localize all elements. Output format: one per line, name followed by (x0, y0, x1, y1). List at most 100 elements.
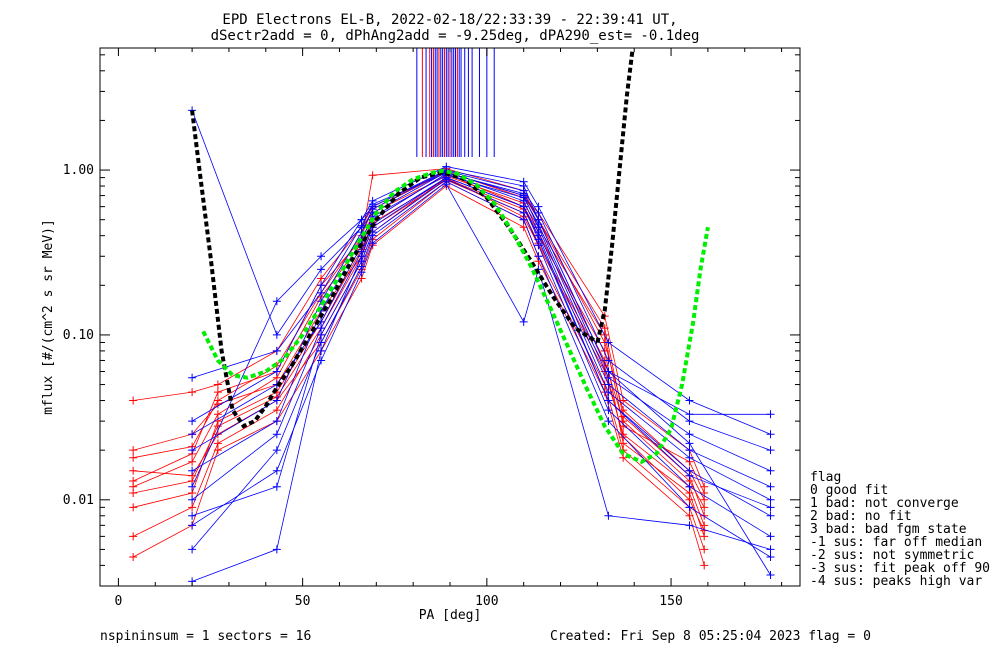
spectrum-line-red (133, 177, 705, 537)
legend-item: -4 sus: peaks high var (810, 574, 982, 589)
data-point-red (129, 552, 138, 561)
data-point-blue (685, 396, 694, 405)
data-point-red (213, 410, 222, 419)
legend-item: 2 bad: no fit (810, 509, 912, 524)
spectrum-line-blue (191, 170, 771, 451)
data-point-blue (685, 521, 694, 530)
data-point-blue (604, 367, 613, 376)
data-point-red (600, 324, 609, 333)
data-point-red (213, 446, 222, 455)
data-point-red (685, 511, 694, 520)
data-point-blue (766, 466, 775, 475)
chart-title-line1: EPD Electrons EL-B, 2022-02-18/22:33:39 … (222, 12, 677, 28)
data-point-blue (317, 338, 326, 347)
pa90-markers (416, 48, 495, 158)
x-tick-label: 0 (115, 594, 123, 609)
spectrum-line-red (133, 185, 705, 566)
data-point-blue (317, 265, 326, 274)
data-point-red (213, 396, 222, 405)
footer-left: nspininsum = 1 sectors = 16 (100, 629, 311, 644)
data-point-blue (317, 281, 326, 290)
legend-item: -1 sus: far off median (810, 535, 982, 550)
spectrum-line-red (133, 173, 705, 508)
data-point-blue (317, 346, 326, 355)
data-point-blue (272, 482, 281, 491)
fit-curve-black (190, 110, 294, 429)
data-point-red (700, 545, 709, 554)
spectrum-line-blue (191, 174, 771, 472)
data-point-red (129, 453, 138, 462)
y-tick-label: 1.00 (63, 163, 94, 178)
data-point-red (700, 511, 709, 520)
data-point-red (129, 396, 138, 405)
data-point-red (129, 532, 138, 541)
data-point-blue (188, 466, 197, 475)
data-point-red (619, 453, 628, 462)
spectrum-line-red (133, 181, 705, 550)
data-point-blue (519, 317, 528, 326)
y-tick-label: 0.01 (63, 493, 94, 508)
data-point-red (188, 388, 197, 397)
fit-curve-black (289, 170, 599, 367)
data-point-blue (317, 324, 326, 333)
data-point-blue (188, 446, 197, 455)
data-point-blue (272, 545, 281, 554)
data-point-blue (766, 430, 775, 439)
data-point-red (213, 380, 222, 389)
data-point-blue (188, 482, 197, 491)
data-point-blue (604, 356, 613, 365)
data-point-red (129, 446, 138, 455)
data-point-blue (272, 330, 281, 339)
data-point-blue (685, 503, 694, 512)
data-point-blue (534, 252, 543, 261)
y-tick-label: 0.10 (63, 328, 94, 343)
data-point-blue (685, 410, 694, 419)
data-point-blue (188, 521, 197, 530)
data-point-red (272, 406, 281, 415)
y-axis-label: mflux [#/(cm^2 s sr MeV)] (41, 219, 56, 415)
data-point-blue (368, 196, 377, 205)
data-point-blue (685, 453, 694, 462)
x-tick-label: 150 (659, 594, 682, 609)
data-point-blue (604, 380, 613, 389)
data-point-blue (368, 231, 377, 240)
data-point-red (619, 396, 628, 405)
data-point-red (213, 388, 222, 397)
data-point-blue (685, 471, 694, 480)
data-point-red (129, 466, 138, 475)
data-point-red (685, 495, 694, 504)
data-point-blue (604, 388, 613, 397)
legend-item: -3 sus: fit peak off 90 (810, 561, 990, 576)
data-point-blue (188, 545, 197, 554)
data-point-blue (188, 495, 197, 504)
data-point-blue (519, 189, 528, 198)
data-point-blue (442, 180, 451, 189)
legend-title: flag (810, 470, 841, 485)
x-axis-label: PA [deg] (419, 608, 482, 623)
data-point-red (700, 503, 709, 512)
data-point-red (317, 274, 326, 283)
data-point-red (368, 171, 377, 180)
fit-curve-green (201, 168, 710, 465)
spectrum-line-blue (191, 169, 771, 487)
fit-curves (190, 50, 710, 465)
data-point-blue (534, 202, 543, 211)
data-point-blue (685, 446, 694, 455)
spectrum-line-blue (191, 178, 771, 537)
data-point-blue (766, 532, 775, 541)
data-point-blue (188, 430, 197, 439)
data-point-blue (272, 297, 281, 306)
data-point-blue (766, 545, 775, 554)
data-point-blue (766, 482, 775, 491)
axis-ticks: 0 50 100 150 0.01 0.10 1.00 (63, 48, 800, 609)
data-point-blue (317, 356, 326, 365)
data-point-blue (272, 446, 281, 455)
data-point-blue (766, 446, 775, 455)
data-point-blue (519, 202, 528, 211)
data-point-blue (685, 430, 694, 439)
data-point-blue (188, 417, 197, 426)
legend: flag 0 good fit 1 bad: not converge 2 ba… (810, 470, 990, 589)
data-point-blue (317, 288, 326, 297)
data-point-blue (519, 215, 528, 224)
